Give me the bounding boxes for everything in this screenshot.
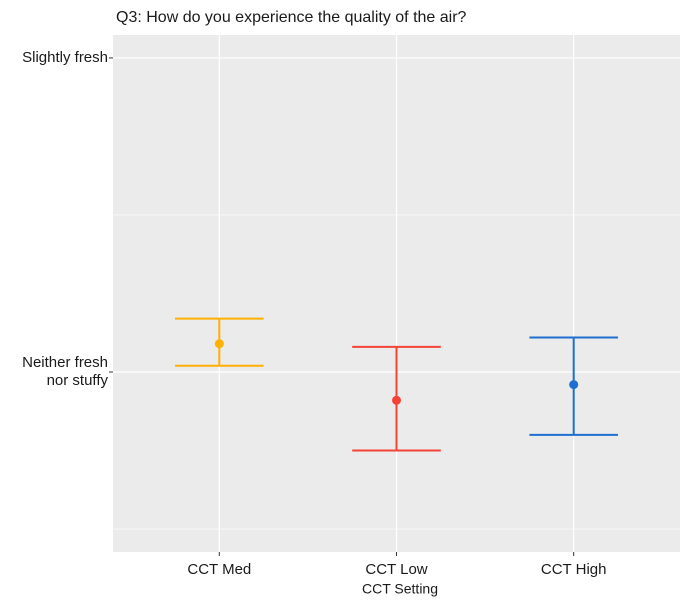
chart-title: Q3: How do you experience the quality of… [116, 9, 467, 26]
point [214, 339, 224, 349]
x-tick-label: CCT High [541, 561, 607, 578]
y-tick-label: Neither fresh nor stuffy [22, 354, 108, 390]
x-tick-label: CCT Med [187, 561, 251, 578]
point [569, 380, 579, 390]
point [392, 395, 401, 405]
y-tick-label: Slightly fresh [22, 48, 108, 66]
x-tick-label: CCT Low [365, 561, 427, 578]
x-axis-title: CCT Setting [362, 581, 438, 597]
